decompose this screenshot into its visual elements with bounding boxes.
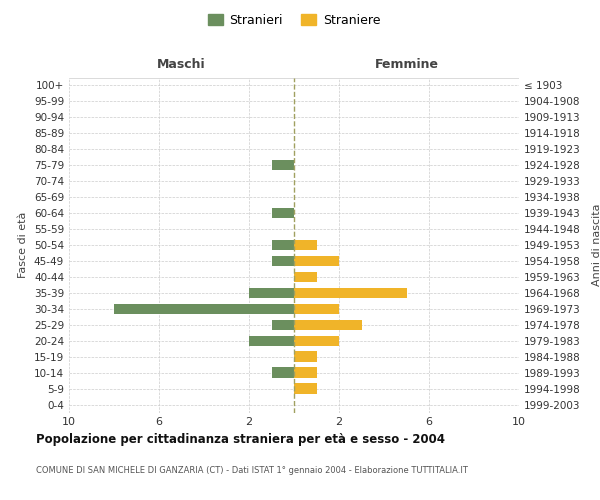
Text: COMUNE DI SAN MICHELE DI GANZARIA (CT) - Dati ISTAT 1° gennaio 2004 - Elaborazio: COMUNE DI SAN MICHELE DI GANZARIA (CT) -…	[36, 466, 468, 475]
Bar	[294, 240, 317, 250]
Bar	[271, 208, 294, 218]
Bar	[294, 384, 317, 394]
Legend: Stranieri, Straniere: Stranieri, Straniere	[203, 8, 385, 32]
Bar	[249, 336, 294, 346]
Bar	[271, 368, 294, 378]
Bar	[271, 240, 294, 250]
Text: Maschi: Maschi	[157, 58, 206, 71]
Text: Femmine: Femmine	[374, 58, 439, 71]
Bar	[114, 304, 294, 314]
Bar	[249, 288, 294, 298]
Bar	[294, 272, 317, 282]
Bar	[294, 368, 317, 378]
Text: Popolazione per cittadinanza straniera per età e sesso - 2004: Popolazione per cittadinanza straniera p…	[36, 432, 445, 446]
Bar	[271, 160, 294, 170]
Y-axis label: Fasce di età: Fasce di età	[19, 212, 28, 278]
Bar	[294, 352, 317, 362]
Bar	[294, 256, 339, 266]
Y-axis label: Anni di nascita: Anni di nascita	[592, 204, 600, 286]
Bar	[271, 320, 294, 330]
Bar	[294, 336, 339, 346]
Bar	[294, 288, 407, 298]
Bar	[294, 320, 361, 330]
Bar	[271, 256, 294, 266]
Bar	[294, 304, 339, 314]
